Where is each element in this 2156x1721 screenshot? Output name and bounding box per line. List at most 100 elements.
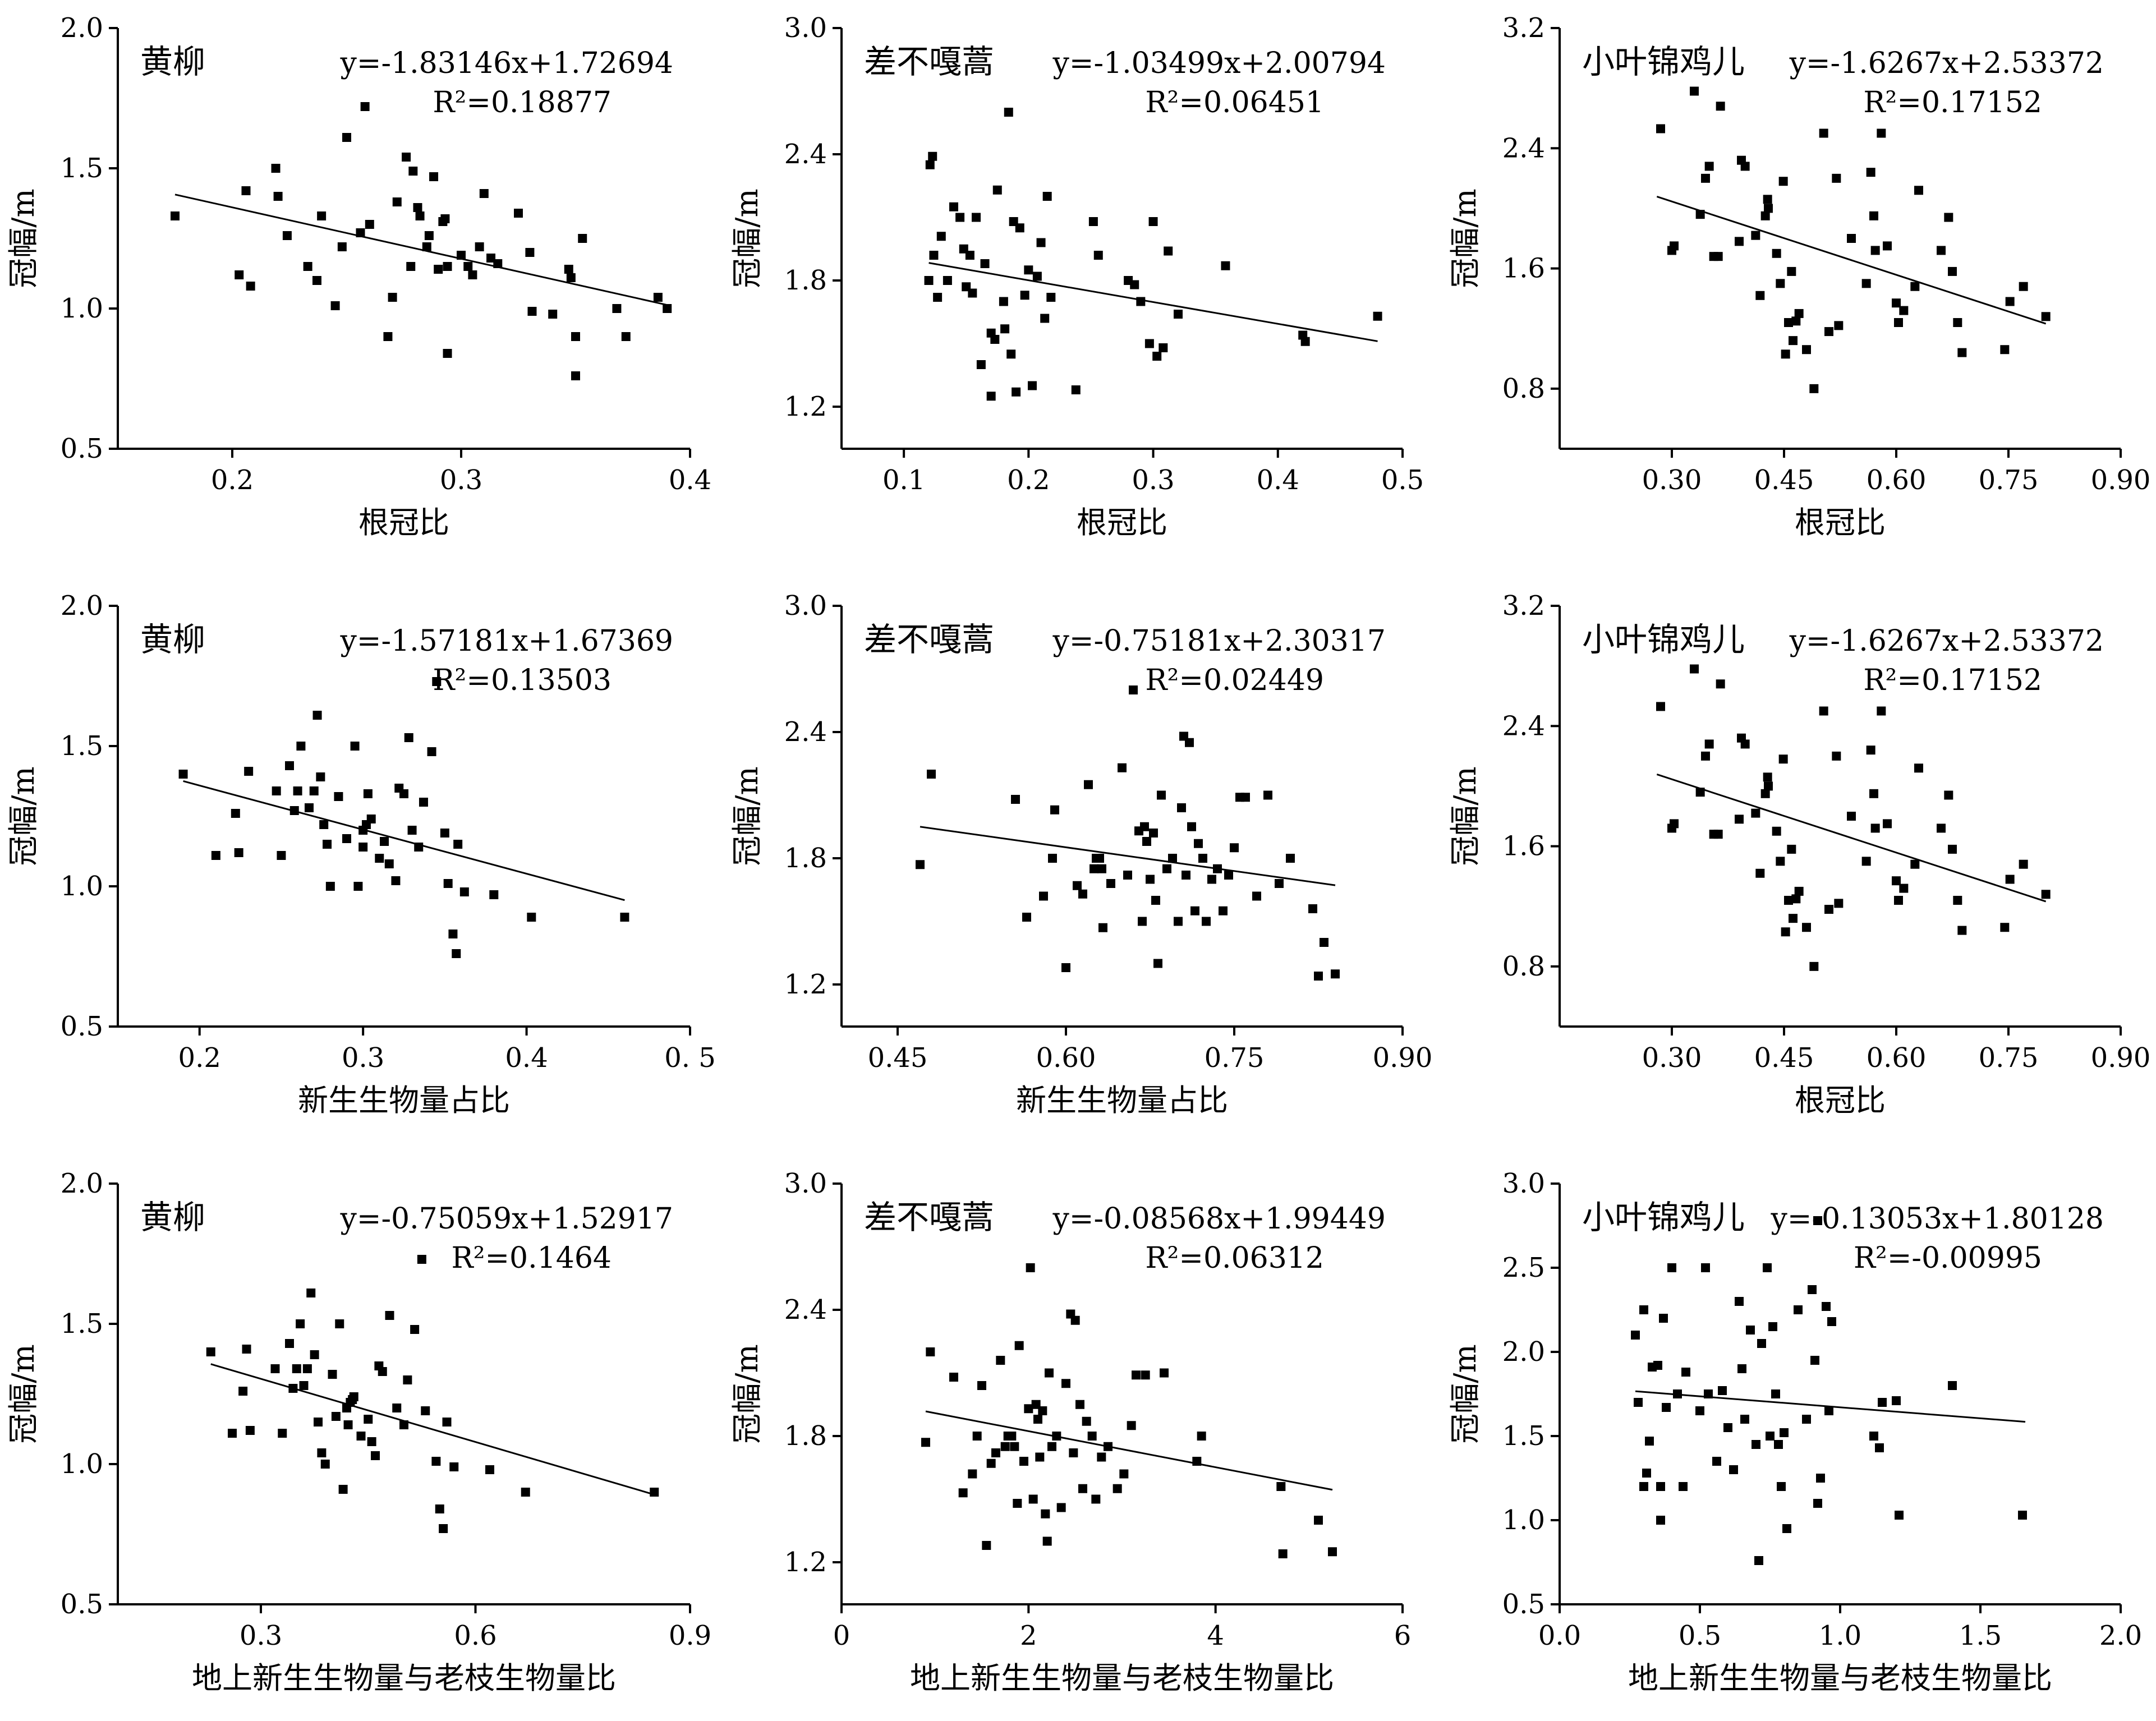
y-tick-label: 1.8: [784, 1420, 827, 1452]
x-tick-label: 0.45: [1754, 464, 1814, 496]
y-axis-title: 冠幅/m: [6, 1344, 41, 1443]
data-point: [364, 1415, 373, 1424]
y-tick-label: 1.6: [1502, 831, 1545, 862]
regression-equation: y=-1.6267x+2.53372: [1789, 47, 2104, 80]
data-point: [1869, 1432, 1878, 1441]
data-point: [943, 276, 952, 285]
data-point: [1136, 297, 1146, 306]
x-tick-label: 2.0: [2099, 1620, 2142, 1651]
data-point: [1130, 280, 1139, 289]
data-point: [992, 185, 1002, 195]
data-point: [414, 843, 424, 852]
data-point: [407, 826, 417, 835]
data-point: [271, 164, 281, 173]
data-point: [432, 677, 442, 686]
data-point: [171, 211, 180, 220]
data-point: [1219, 906, 1228, 915]
x-tick-label: 0.0: [1538, 1620, 1581, 1651]
x-axis-title: 根冠比: [1795, 505, 1886, 540]
x-tick-label: 0.4: [669, 464, 711, 496]
data-point: [337, 242, 347, 251]
data-point: [1781, 927, 1790, 937]
x-tick-label: 0. 5: [664, 1042, 716, 1074]
y-tick-label: 2.4: [1502, 710, 1545, 742]
panel-row3-col2: 1.2 1.8 2.4 3.0 0 2 4 6 地上新生生物量与老枝生物量比 冠幅/m 差不嘎蒿 y=…: [729, 1168, 1411, 1696]
data-point: [982, 1541, 991, 1550]
r-squared-label: R²=0.06451: [1145, 86, 1324, 119]
data-point: [1832, 751, 1841, 761]
data-point: [1937, 246, 1946, 255]
data-point: [1794, 1305, 1803, 1314]
data-point: [996, 1356, 1005, 1365]
x-axis-title: 地上新生生物量与老枝生物量比: [1628, 1660, 2052, 1696]
data-point: [1006, 349, 1016, 359]
data-point: [1670, 241, 1679, 251]
data-point: [1032, 272, 1042, 281]
data-point: [403, 1375, 412, 1384]
data-point: [1164, 246, 1173, 256]
data-point: [1681, 1368, 1690, 1377]
data-point: [926, 1347, 935, 1356]
data-point: [1020, 291, 1029, 300]
data-point: [325, 882, 335, 891]
data-point: [1106, 879, 1115, 888]
data-point: [1308, 904, 1317, 913]
data-point: [282, 231, 292, 240]
data-point: [365, 220, 374, 229]
data-point: [431, 1457, 441, 1466]
data-point: [434, 265, 443, 274]
data-point: [1780, 1428, 1789, 1437]
data-point: [1328, 1547, 1337, 1557]
data-point: [323, 840, 332, 849]
data-point: [650, 1488, 659, 1497]
y-axis-title: 冠幅/m: [6, 766, 41, 866]
r-squared-label: R²=0.1464: [451, 1241, 612, 1275]
data-point: [1718, 1386, 1727, 1395]
data-point: [1276, 1482, 1286, 1491]
data-point: [296, 1319, 305, 1328]
data-point: [439, 1524, 448, 1533]
data-point: [1716, 679, 1725, 689]
data-point: [2005, 297, 2015, 306]
data-point: [1819, 706, 1828, 716]
data-point: [1870, 246, 1880, 255]
x-tick-label: 0.90: [2091, 1042, 2151, 1074]
data-point: [1827, 1317, 1836, 1326]
data-point: [2018, 1511, 2027, 1520]
data-point: [566, 273, 576, 282]
r-squared-label: R²=0.18877: [433, 86, 612, 119]
data-point: [1834, 321, 1844, 330]
data-point: [1760, 789, 1770, 798]
data-point: [1784, 896, 1793, 905]
data-point: [442, 1418, 452, 1427]
data-point: [1772, 249, 1781, 258]
data-point: [1140, 822, 1149, 831]
y-tick-label: 0.5: [1502, 1589, 1545, 1620]
data-point: [1777, 1482, 1786, 1491]
data-point: [319, 820, 329, 829]
data-point: [356, 228, 365, 237]
data-point: [1007, 1432, 1017, 1441]
data-point: [1834, 899, 1844, 908]
data-point: [330, 301, 340, 310]
y-tick-label: 3.0: [1502, 1168, 1545, 1199]
species-label: 黄柳: [140, 620, 205, 659]
y-tick-label: 0.5: [61, 1011, 103, 1042]
r-squared-label: R²=-0.00995: [1854, 1241, 2042, 1275]
data-point: [310, 1350, 319, 1359]
data-point: [1791, 316, 1801, 326]
data-point: [564, 265, 573, 274]
data-point: [452, 949, 461, 958]
data-point: [316, 772, 325, 781]
y-tick-label: 1.6: [1502, 253, 1545, 284]
data-point: [317, 1448, 327, 1457]
data-point: [1847, 234, 1856, 243]
y-tick-label: 1.0: [61, 1448, 103, 1480]
x-tick-label: 1.5: [1959, 1620, 2002, 1651]
x-tick-label: 0.30: [1642, 464, 1702, 496]
data-point: [1127, 1421, 1136, 1430]
data-point: [527, 307, 537, 316]
data-point: [449, 1462, 459, 1471]
data-point: [1895, 1511, 1904, 1520]
data-point: [1642, 1469, 1651, 1478]
